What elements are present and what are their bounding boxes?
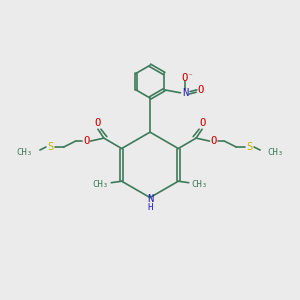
Text: S: S xyxy=(47,142,53,152)
Text: CH₃: CH₃ xyxy=(268,148,284,158)
Text: O: O xyxy=(198,85,204,95)
Text: O: O xyxy=(182,73,188,83)
Text: H: H xyxy=(147,203,153,212)
Text: O: O xyxy=(83,136,89,146)
Text: S: S xyxy=(247,142,253,152)
Text: ⁻: ⁻ xyxy=(188,72,194,81)
Text: O: O xyxy=(211,136,217,146)
Text: O: O xyxy=(95,118,101,128)
Text: N: N xyxy=(147,194,153,204)
Text: O: O xyxy=(199,118,205,128)
Text: CH₃: CH₃ xyxy=(192,180,208,189)
Text: N: N xyxy=(182,88,188,98)
Text: CH₃: CH₃ xyxy=(16,148,32,158)
Text: CH₃: CH₃ xyxy=(92,180,108,189)
